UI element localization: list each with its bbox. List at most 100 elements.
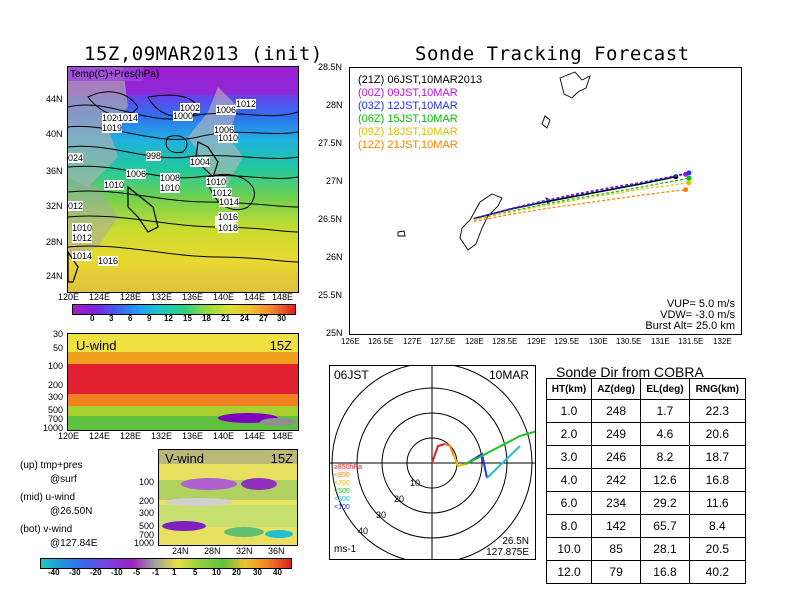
isobar-label-17: 1012	[212, 188, 233, 198]
cell: 4.6	[640, 422, 690, 446]
cell: 16.8	[640, 560, 690, 584]
isobar-label-11: 1004	[190, 157, 211, 167]
uwind-ytick: 1000	[43, 423, 64, 433]
wind-cbar-tick: 40	[273, 568, 282, 577]
map-xtick: 148E	[272, 292, 294, 302]
cell: 246	[590, 445, 642, 469]
temp-cbar-tick: 30	[277, 314, 286, 323]
cell: 20.5	[688, 537, 747, 561]
legend-up-2: @surf	[50, 474, 77, 485]
polar-right-label: 10MAR	[488, 368, 529, 382]
cell: 1.7	[640, 399, 690, 423]
map-ytick: 32N	[46, 201, 63, 211]
vwind-label: V-wind	[165, 451, 205, 466]
isobar-label-2: 1014	[118, 113, 139, 123]
cell: 242	[590, 468, 642, 492]
cell: 1.0	[546, 399, 592, 423]
cell: 29.2	[640, 491, 690, 515]
table-row: 3.0 246 8.2 18.7	[546, 445, 747, 469]
temp-cbar-tick: 6	[128, 314, 133, 323]
header-el: EL(deg)	[640, 378, 690, 400]
wind-cbar-tick: -30	[69, 568, 81, 577]
map-xtick: 120E	[58, 292, 80, 302]
legend-series-2: (03Z) 12JST,10MAR	[358, 100, 458, 112]
legend-series-5: (12Z) 21JST,10MAR	[358, 139, 458, 151]
vwind-ytick: 300	[139, 508, 155, 518]
legend-series-0: (21Z) 06JST,10MAR2013	[358, 74, 483, 86]
header-rng: RNG(km)	[688, 378, 747, 400]
isobar-label-22: 1010	[72, 223, 93, 233]
vwind-svg	[159, 450, 297, 545]
table-row: 10.0 85 28.1 20.5	[546, 537, 747, 561]
isobar-label-3: 1019	[102, 123, 123, 133]
table-row: 2.0 249 4.6 20.6	[546, 422, 747, 446]
isobar-label-8: 1006	[214, 125, 235, 135]
track-xtick: 128.5E	[492, 337, 518, 346]
isobar-label-13: 1008	[160, 173, 181, 183]
isobar-label-4: 1002	[180, 103, 201, 113]
track-xtick: 130.5E	[616, 337, 642, 346]
uwind-xtick: 148E	[272, 431, 294, 441]
temp-pres-map: Temp(C)+Pres(hPa) 1020 1014 1019 1002 10…	[67, 66, 299, 293]
cell: 12.0	[546, 560, 592, 584]
wind-cbar-tick: -40	[48, 568, 60, 577]
track-title: Sonde Tracking Forecast	[415, 43, 690, 65]
temp-cbar-tick: 3	[109, 314, 114, 323]
legend-bot-1: (bot) v-wind	[20, 524, 73, 535]
wind-cbar-tick: -5	[133, 568, 141, 577]
table-row: 6.0 234 29.2 11.6	[546, 491, 747, 515]
track-ytick: 27N	[326, 176, 343, 186]
left-map-title: 15Z,09MAR2013 (init)	[84, 43, 323, 65]
polar-lon: 127.875E	[486, 547, 529, 558]
track-line-0	[473, 175, 676, 220]
cell: 142	[590, 514, 642, 538]
wind-cbar-tick: 1	[172, 568, 177, 577]
isobar-label-10: 998	[146, 151, 162, 161]
polar-level-1: <850	[334, 472, 350, 479]
vwind-ytick: 200	[139, 496, 155, 506]
track-end-point-3	[686, 175, 692, 181]
map-ytick: 24N	[46, 271, 63, 281]
cell: 18.7	[688, 445, 747, 469]
map-ytick: 28N	[46, 237, 63, 247]
info-vup: VUP= 5.0 m/s	[666, 298, 735, 310]
temp-cbar-tick: 9	[147, 314, 152, 323]
uwind-ytick: 100	[48, 361, 64, 371]
map-xtick: 140E	[213, 292, 235, 302]
isobar-label-20: 1018	[218, 223, 239, 233]
uwind-time: 15Z	[269, 338, 292, 353]
isobar-label-18: 1014	[219, 197, 240, 207]
cell: 10.0	[546, 537, 592, 561]
track-end-point-2	[686, 170, 692, 176]
isobar-label-14: 1010	[160, 183, 181, 193]
vwind-ytick: 100	[139, 477, 155, 487]
map-xtick: 128E	[120, 292, 142, 302]
vwind-xtick: 24N	[172, 546, 189, 556]
isobar-label-5: 1000	[173, 111, 194, 121]
vwind-xtick: 36N	[268, 546, 285, 556]
map-xtick: 124E	[89, 292, 111, 302]
track-line-5	[473, 189, 686, 223]
cell: 65.7	[640, 514, 690, 538]
cell: 12.6	[640, 468, 690, 492]
wind-cbar-tick: 5	[193, 568, 198, 577]
cell: 11.6	[688, 491, 747, 515]
uwind-ytick: 200	[48, 380, 64, 390]
table-row: 1.0 248 1.7 22.3	[546, 399, 747, 423]
map-xtick: 136E	[182, 292, 204, 302]
track-xtick: 131E	[651, 337, 670, 346]
track-end-point-4	[686, 180, 692, 186]
polar-ring-30: 30	[376, 510, 387, 520]
temp-cbar-tick: 27	[259, 314, 268, 323]
cell: 6.0	[546, 491, 592, 515]
track-xtick: 130E	[589, 337, 608, 346]
polar-svg	[330, 366, 535, 559]
uwind-svg	[68, 334, 298, 430]
polar-level-3: <500	[334, 488, 350, 495]
isobar-label-24: 1014	[72, 251, 93, 261]
track-ytick: 25N	[326, 328, 343, 338]
track-end-point-5	[683, 187, 689, 193]
table-row: 8.0 142 65.7 8.4	[546, 514, 747, 538]
wind-cbar-tick: 30	[253, 568, 262, 577]
track-xtick: 126.5E	[368, 337, 394, 346]
